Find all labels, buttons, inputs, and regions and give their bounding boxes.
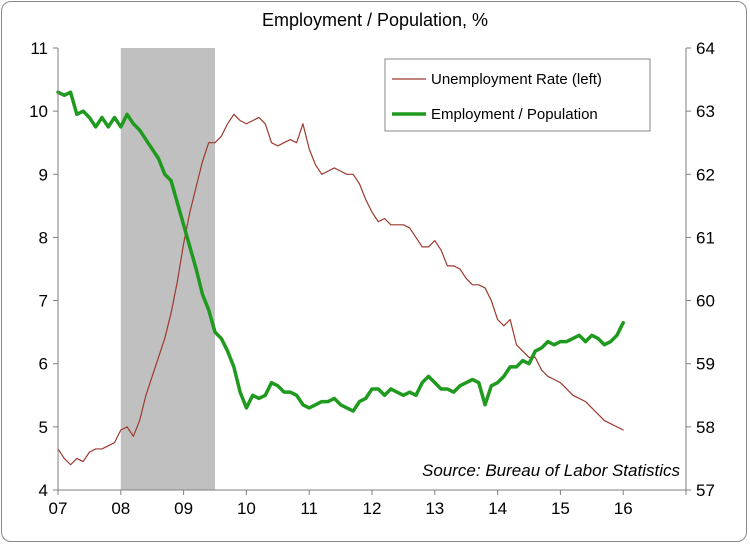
legend-label-unemployment: Unemployment Rate (left) <box>431 71 602 88</box>
y-left-tick-label: 11 <box>30 39 48 58</box>
y-right-tick-label: 63 <box>696 102 715 121</box>
x-tick-label: 09 <box>174 499 193 518</box>
x-tick-label: 11 <box>300 499 318 518</box>
y-left-tick-label: 9 <box>39 165 48 184</box>
unemployment-rate-line <box>57 113 624 466</box>
x-tick-label: 10 <box>237 499 256 518</box>
x-tick-label: 07 <box>49 499 68 518</box>
legend-label-employment: Employment / Population <box>431 106 598 123</box>
y-left-tick-label: 5 <box>39 418 48 437</box>
y-right-tick-label: 59 <box>696 355 715 374</box>
x-tick-label: 12 <box>363 499 382 518</box>
legend: Unemployment Rate (left) Employment / Po… <box>384 58 651 132</box>
y-right-tick-label: 57 <box>696 481 715 500</box>
y-right-tick-label: 58 <box>696 418 715 437</box>
y-left-tick-label: 4 <box>39 481 48 500</box>
y-left-tick-label: 8 <box>39 228 48 247</box>
legend-box <box>384 58 651 132</box>
y-right-tick-label: 60 <box>696 292 715 311</box>
x-tick-label: 14 <box>488 499 507 518</box>
source-note: Source: Bureau of Labor Statistics <box>422 461 680 480</box>
x-tick-label: 08 <box>111 499 130 518</box>
chart-title: Employment / Population, % <box>262 10 488 30</box>
y-left-tick-label: 10 <box>29 102 48 121</box>
x-tick-label: 15 <box>551 499 570 518</box>
recession-band <box>120 48 215 490</box>
y-right-tick-label: 64 <box>696 39 715 58</box>
employment-population-line <box>56 90 625 413</box>
y-left-tick-label: 7 <box>39 292 48 311</box>
y-right-tick-label: 62 <box>696 165 715 184</box>
y-right-tick-label: 61 <box>696 228 715 247</box>
y-left-tick-label: 6 <box>39 355 48 374</box>
x-tick-label: 16 <box>614 499 633 518</box>
x-tick-label: 13 <box>425 499 444 518</box>
